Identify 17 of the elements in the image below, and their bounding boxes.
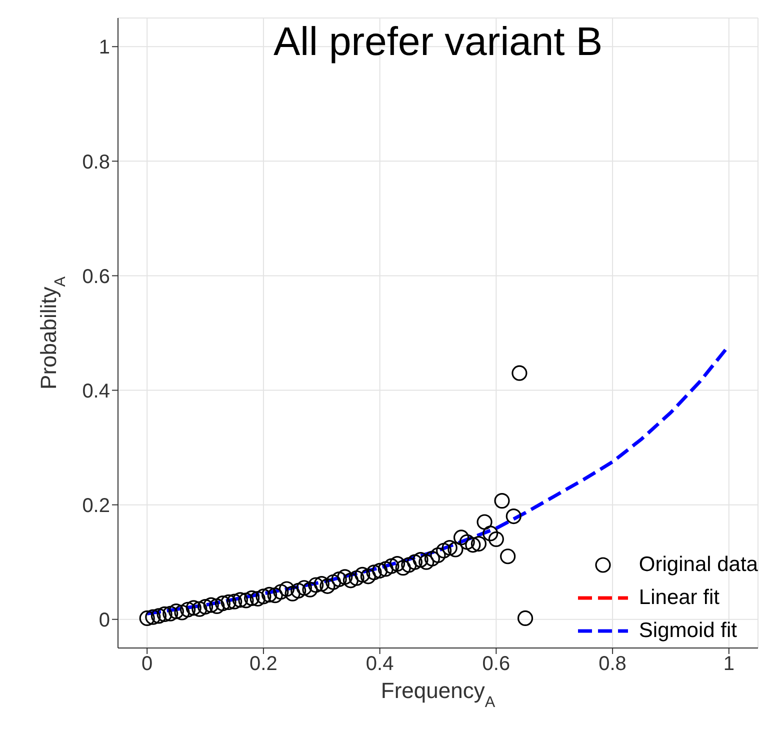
chart-title: All prefer variant B	[272, 20, 604, 65]
y-tick-label: 0.4	[82, 380, 110, 402]
x-axis-title: Frequency$_{A}$	[380, 678, 496, 710]
x-tick-label: 0	[142, 653, 153, 676]
legend-label: Sigmoid fit	[638, 618, 737, 642]
y-tick-label: 0.6	[82, 266, 110, 288]
x-tick-label: 1	[723, 653, 734, 676]
x-tick-label: 0.8	[598, 653, 626, 676]
legend-label: Original data	[638, 552, 758, 576]
x-tick-label: 0.6	[482, 653, 510, 676]
legend-label: Linear fit	[638, 586, 720, 610]
y-tick-label: 0.8	[82, 151, 110, 174]
x-tick-label: 0.2	[250, 653, 278, 676]
y-tick-label: 1	[98, 36, 110, 59]
y-tick-label: 0	[98, 609, 110, 632]
y-tick-label: 0.2	[82, 494, 110, 517]
x-tick-label: 0.4	[366, 653, 394, 676]
